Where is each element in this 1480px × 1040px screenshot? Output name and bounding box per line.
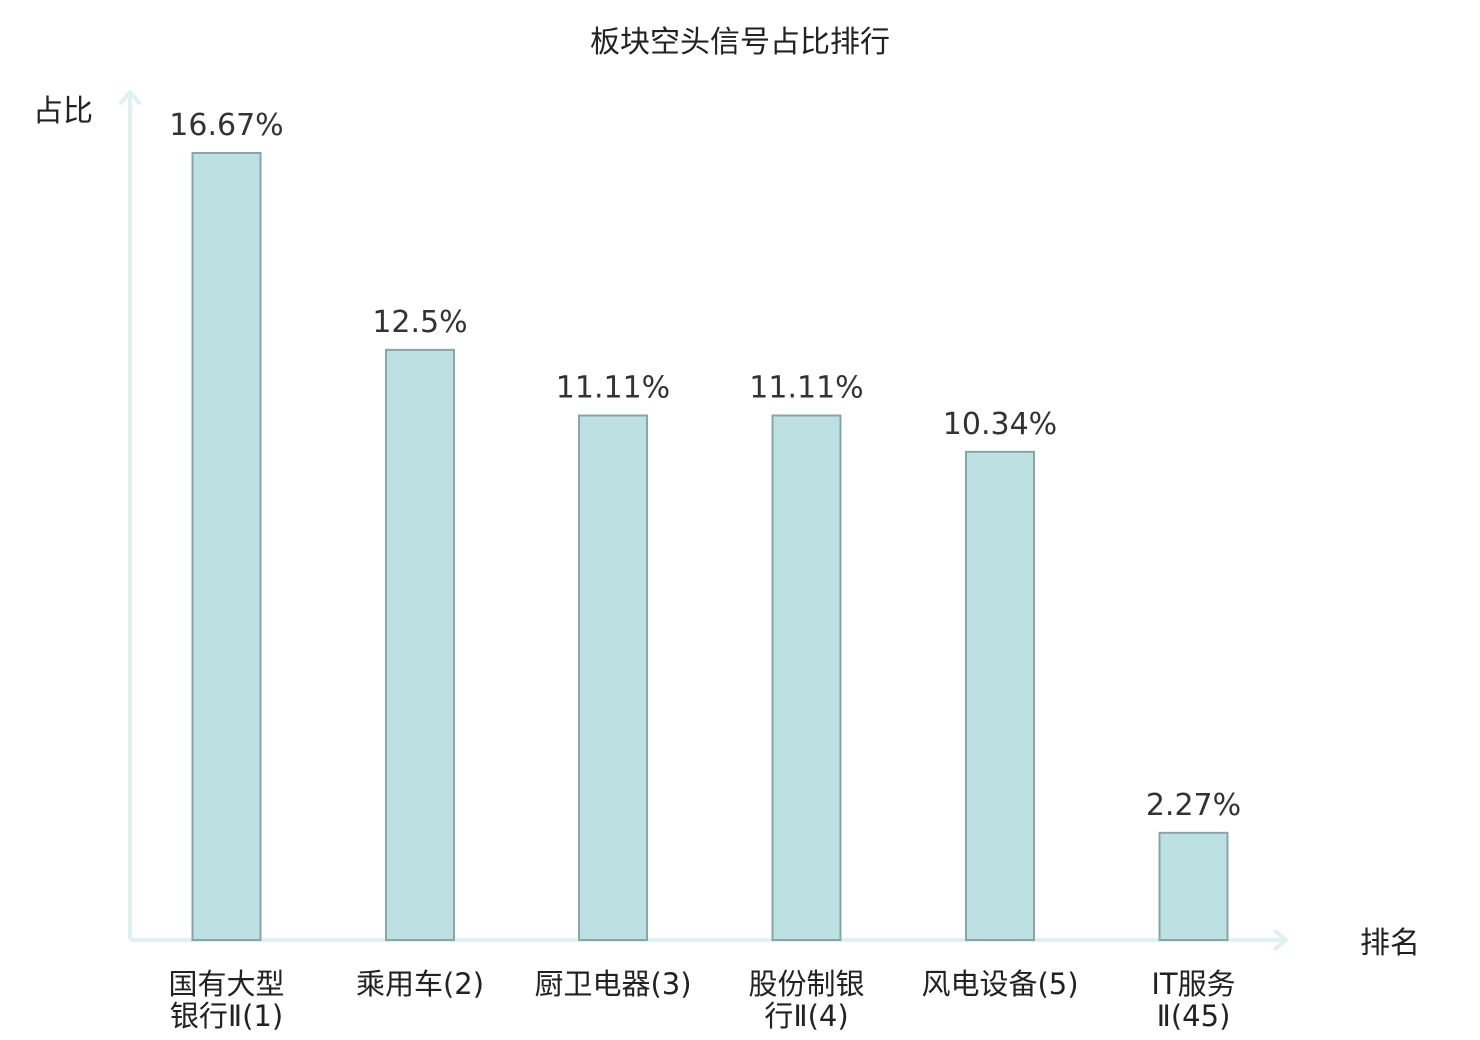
data-label-1: 16.67% — [169, 108, 283, 143]
data-label-5: 10.34% — [943, 407, 1057, 442]
bar-5 — [965, 450, 1035, 941]
chart-title: 板块空头信号占比排行 — [590, 25, 890, 60]
x-axis-arrow-icon — [1272, 928, 1290, 952]
bar-3 — [578, 414, 648, 941]
x-tick-label-3-line-1: 厨卫电器(3) — [534, 967, 691, 1001]
bar-4 — [771, 414, 842, 941]
data-label-3: 11.11% — [556, 370, 670, 405]
bar-1 — [191, 152, 262, 941]
x-tick-label-4-line-1: 股份制银 — [748, 967, 864, 1001]
x-tick-label-2-line-1: 乘用车(2) — [356, 967, 484, 1001]
x-tick-label-4-line-2: 行Ⅱ(4) — [764, 999, 848, 1033]
y-axis-title: 占比 — [33, 94, 93, 129]
axes: 占比 排名 — [33, 88, 1420, 961]
x-tick-label-1-line-2: 银行Ⅱ(1) — [170, 999, 283, 1033]
x-tick-label-6-line-2: Ⅱ(45) — [1157, 999, 1231, 1033]
bars-group — [191, 152, 1229, 941]
x-axis-title: 排名 — [1360, 926, 1420, 961]
x-tick-label-5-line-1: 风电设备(5) — [921, 967, 1078, 1001]
x-tick-label-6-line-1: IT服务 — [1151, 967, 1235, 1001]
bar-6 — [1158, 831, 1229, 941]
x-tick-label-1-line-1: 国有大型 — [168, 967, 284, 1001]
data-label-6: 2.27% — [1146, 788, 1241, 823]
y-axis-arrow-icon — [118, 88, 142, 106]
data-labels-group: 16.67% 12.5% 11.11% 11.11% 10.34% 2.27% — [169, 108, 1241, 823]
data-label-4: 11.11% — [749, 370, 863, 405]
bar-2 — [385, 348, 455, 941]
data-label-2: 12.5% — [372, 305, 467, 340]
